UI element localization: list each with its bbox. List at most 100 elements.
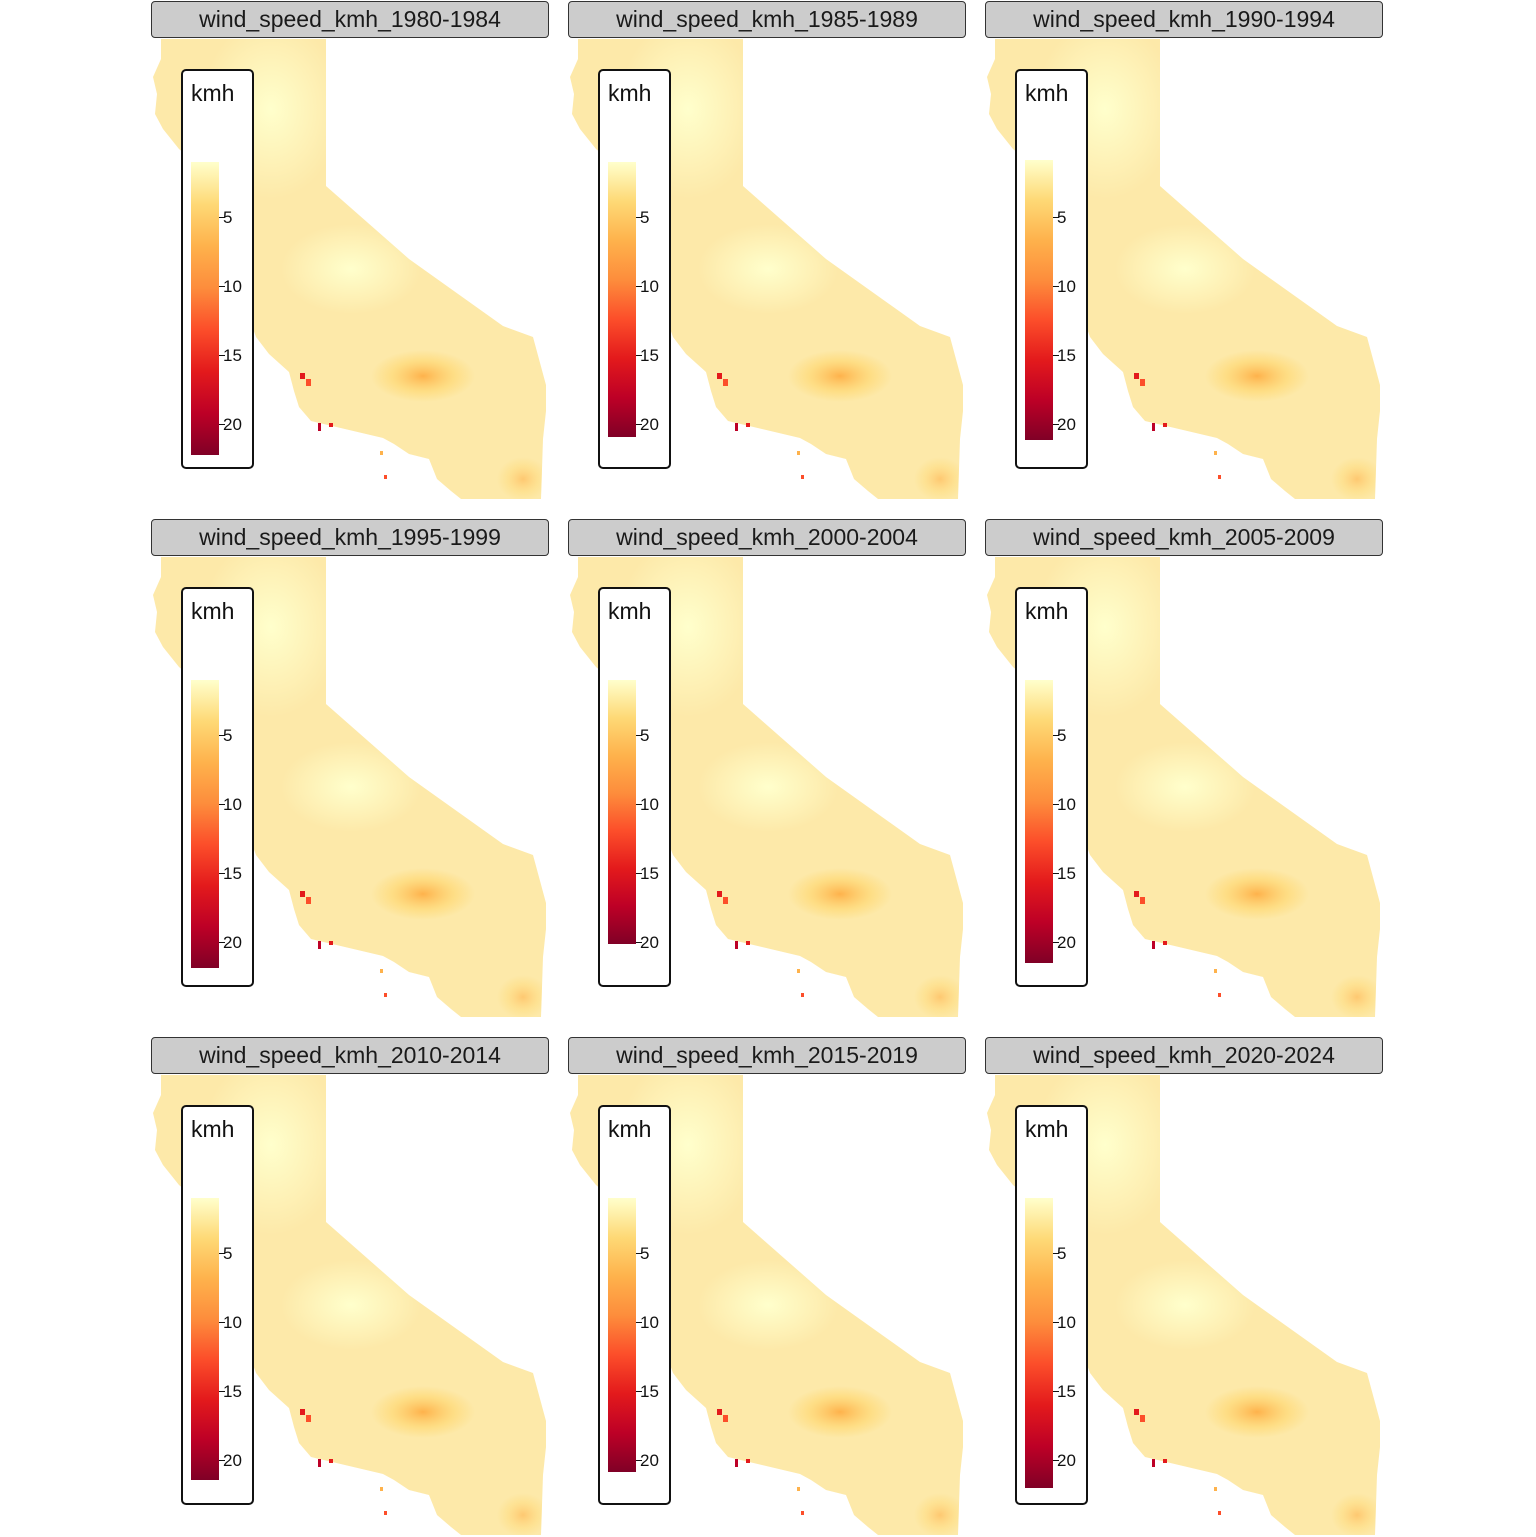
legend-tick-label: 20 <box>1057 415 1076 434</box>
legend-tick-label: 10 <box>1057 1313 1076 1332</box>
panel-title: wind_speed_kmh_2010-2014 <box>151 1037 549 1074</box>
legend-tick-label: 15 <box>640 864 659 883</box>
legend-tick-label: 10 <box>223 277 242 296</box>
island-marker <box>1140 897 1145 904</box>
map-panel: wind_speed_kmh_1995-1999 kmh 5 10 15 20 <box>151 519 551 1019</box>
island-marker <box>1152 423 1155 431</box>
legend-tick <box>636 1253 642 1254</box>
legend-color-bar <box>608 680 636 944</box>
legend-tick <box>636 1322 642 1323</box>
legend-tick <box>636 804 642 805</box>
pale-region <box>1115 1260 1255 1350</box>
island-marker <box>306 379 311 386</box>
island-marker <box>1140 379 1145 386</box>
island-marker <box>723 1415 728 1422</box>
legend-tick <box>1053 1460 1059 1461</box>
legend-tick-label: 10 <box>640 1313 659 1332</box>
island-marker <box>735 1459 738 1467</box>
island-marker <box>300 373 305 379</box>
legend-tick-label: 15 <box>223 864 242 883</box>
panel-title: wind_speed_kmh_2020-2024 <box>985 1037 1383 1074</box>
high-wind-area <box>371 1386 475 1438</box>
legend-tick <box>1053 735 1059 736</box>
legend-tick <box>219 424 225 425</box>
island-marker <box>1140 1415 1145 1422</box>
island-marker <box>746 941 750 945</box>
legend-tick <box>219 1253 225 1254</box>
legend-tick-label: 20 <box>1057 1451 1076 1470</box>
legend-tick-label: 15 <box>1057 346 1076 365</box>
island-marker <box>1214 969 1217 973</box>
legend-tick <box>636 873 642 874</box>
map-panel: wind_speed_kmh_2020-2024 kmh 5 10 15 20 <box>985 1037 1385 1537</box>
island-marker <box>1163 941 1167 945</box>
legend-tick <box>636 355 642 356</box>
pale-region <box>281 742 421 832</box>
island-marker <box>1134 373 1139 379</box>
legend-tick-label: 20 <box>640 415 659 434</box>
island-marker <box>717 373 722 379</box>
legend-tick <box>219 1391 225 1392</box>
legend-tick <box>636 1460 642 1461</box>
island-marker <box>735 423 738 431</box>
island-marker <box>735 941 738 949</box>
island-marker <box>797 1487 800 1491</box>
legend-color-bar <box>1025 1198 1053 1488</box>
legend-tick-label: 5 <box>223 1244 233 1263</box>
panel-title: wind_speed_kmh_1995-1999 <box>151 519 549 556</box>
legend-tick <box>636 1391 642 1392</box>
color-legend: kmh 5 10 15 20 <box>181 1105 254 1505</box>
island-marker <box>717 891 722 897</box>
legend-tick-label: 10 <box>640 277 659 296</box>
panel-title: wind_speed_kmh_2000-2004 <box>568 519 966 556</box>
pale-region <box>281 224 421 314</box>
island-marker <box>1218 1511 1221 1515</box>
high-wind-area <box>788 350 892 402</box>
legend-tick <box>636 735 642 736</box>
island-marker <box>1218 993 1221 997</box>
island-marker <box>797 969 800 973</box>
map-panel: wind_speed_kmh_2005-2009 kmh 5 10 15 20 <box>985 519 1385 1019</box>
legend-tick <box>219 942 225 943</box>
panel-title: wind_speed_kmh_1990-1994 <box>985 1 1383 38</box>
high-wind-area <box>497 975 546 1017</box>
legend-tick-label: 10 <box>223 795 242 814</box>
map-panel: wind_speed_kmh_1990-1994 kmh 5 10 15 20 <box>985 1 1385 501</box>
legend-title: kmh <box>1025 80 1069 106</box>
island-marker <box>723 897 728 904</box>
legend-tick-label: 20 <box>640 1451 659 1470</box>
map-panel: wind_speed_kmh_2000-2004 kmh 5 10 15 20 <box>568 519 968 1019</box>
island-marker <box>318 423 321 431</box>
pale-region <box>698 742 838 832</box>
legend-tick-label: 10 <box>640 795 659 814</box>
legend-title: kmh <box>608 598 652 624</box>
island-marker <box>306 897 311 904</box>
high-wind-area <box>1331 1493 1380 1535</box>
legend-tick-label: 20 <box>223 415 242 434</box>
legend-tick-label: 10 <box>1057 277 1076 296</box>
legend-tick <box>219 355 225 356</box>
high-wind-area <box>1205 350 1309 402</box>
legend-tick <box>219 1322 225 1323</box>
map-panel: wind_speed_kmh_1980-1984 kmh 5 10 15 20 <box>151 1 551 501</box>
legend-tick <box>636 942 642 943</box>
island-marker <box>318 1459 321 1467</box>
pale-region <box>1115 742 1255 832</box>
legend-tick-label: 5 <box>223 726 233 745</box>
island-marker <box>1218 475 1221 479</box>
island-marker <box>801 1511 804 1515</box>
island-marker <box>306 1415 311 1422</box>
high-wind-area <box>914 457 963 499</box>
legend-tick <box>1053 217 1059 218</box>
island-marker <box>1163 423 1167 427</box>
legend-tick-label: 15 <box>223 346 242 365</box>
legend-tick <box>1053 942 1059 943</box>
high-wind-area <box>1331 457 1380 499</box>
island-marker <box>318 941 321 949</box>
legend-color-bar <box>608 1198 636 1472</box>
legend-tick-label: 5 <box>640 208 650 227</box>
island-marker <box>300 1409 305 1415</box>
legend-tick <box>636 424 642 425</box>
high-wind-area <box>497 457 546 499</box>
high-wind-area <box>371 868 475 920</box>
